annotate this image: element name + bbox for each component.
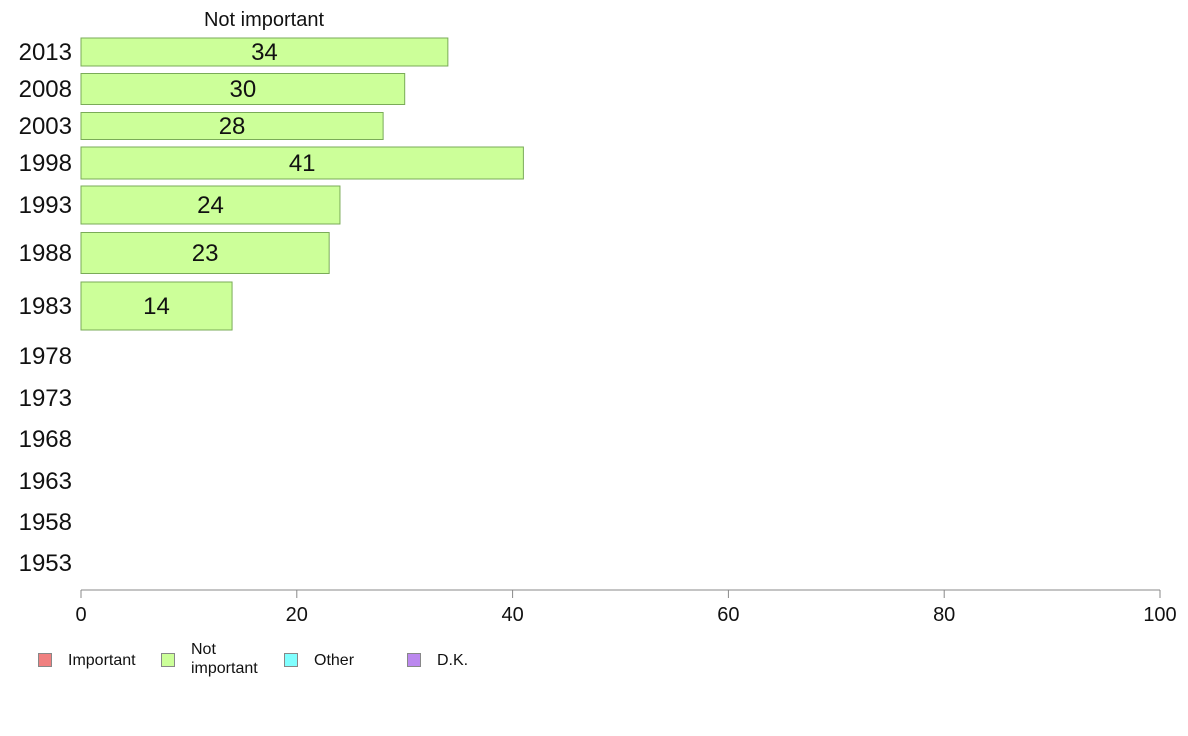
bars: 34 30 28 41 24 23 14 [80, 37, 524, 331]
legend-swatch-other [284, 653, 298, 667]
category-label-2003: 2003 [19, 113, 72, 140]
legend-label-dk: D.K. [437, 652, 469, 669]
data-label-1983: 14 [143, 293, 170, 320]
legend-item-important: Important [38, 640, 148, 670]
category-label-1963: 1963 [19, 468, 72, 495]
data-label-1998: 41 [289, 150, 316, 177]
bar-2013 [80, 37, 449, 67]
category-label-1953: 1953 [19, 550, 72, 577]
legend-label-not-important-line2: important [191, 660, 258, 677]
category-label-1978: 1978 [19, 343, 72, 370]
legend-label-important: Important [68, 652, 136, 669]
category-label-2013: 2013 [19, 39, 72, 66]
bar-1983 [80, 281, 233, 331]
legend-label-not-important-line1: Not [191, 641, 216, 658]
data-label-2013: 34 [251, 39, 278, 66]
legend-swatch-dk [407, 653, 421, 667]
bar-1993 [80, 185, 341, 225]
legend-swatch-not-important [161, 653, 175, 667]
category-label-1968: 1968 [19, 426, 72, 453]
legend-item-dk: D.K. [407, 640, 517, 670]
legend-label-other: Other [314, 652, 355, 669]
category-label-2008: 2008 [19, 76, 72, 103]
bar-1998 [80, 146, 524, 180]
legend: Important Not important Other D.K. [38, 640, 638, 690]
legend-item-not-important: Not important [161, 640, 271, 678]
data-label-2003: 28 [219, 113, 246, 140]
bar-1988 [80, 232, 330, 274]
x-tick-label-60: 60 [717, 604, 739, 626]
legend-item-other: Other [284, 640, 394, 670]
x-tick-label-100: 100 [1143, 604, 1176, 626]
category-label-1988: 1988 [19, 240, 72, 267]
bar-2008 [80, 73, 406, 105]
category-label-1983: 1983 [19, 293, 72, 320]
chart-title: Not important [204, 9, 324, 31]
category-label-1973: 1973 [19, 385, 72, 412]
legend-label-not-important: Not important [191, 640, 271, 678]
bar-2003 [80, 112, 384, 140]
data-label-1988: 23 [192, 240, 219, 267]
x-tick-label-80: 80 [933, 604, 955, 626]
x-tick-label-40: 40 [501, 604, 523, 626]
x-axis: 0 20 40 60 80 100 [75, 589, 1177, 626]
category-label-1998: 1998 [19, 150, 72, 177]
data-label-2008: 30 [229, 76, 256, 103]
x-tick-label-0: 0 [75, 604, 86, 626]
category-label-1958: 1958 [19, 509, 72, 536]
x-tick-label-20: 20 [286, 604, 308, 626]
data-label-1993: 24 [197, 192, 224, 219]
bar-chart: Not important 2013 2008 2003 1998 1993 1988 19… [19, 9, 1177, 626]
legend-swatch-important [38, 653, 52, 667]
category-label-1993: 1993 [19, 192, 72, 219]
category-labels: 2013 2008 2003 1998 1993 1988 1983 1978 1973 1968… [19, 39, 72, 577]
